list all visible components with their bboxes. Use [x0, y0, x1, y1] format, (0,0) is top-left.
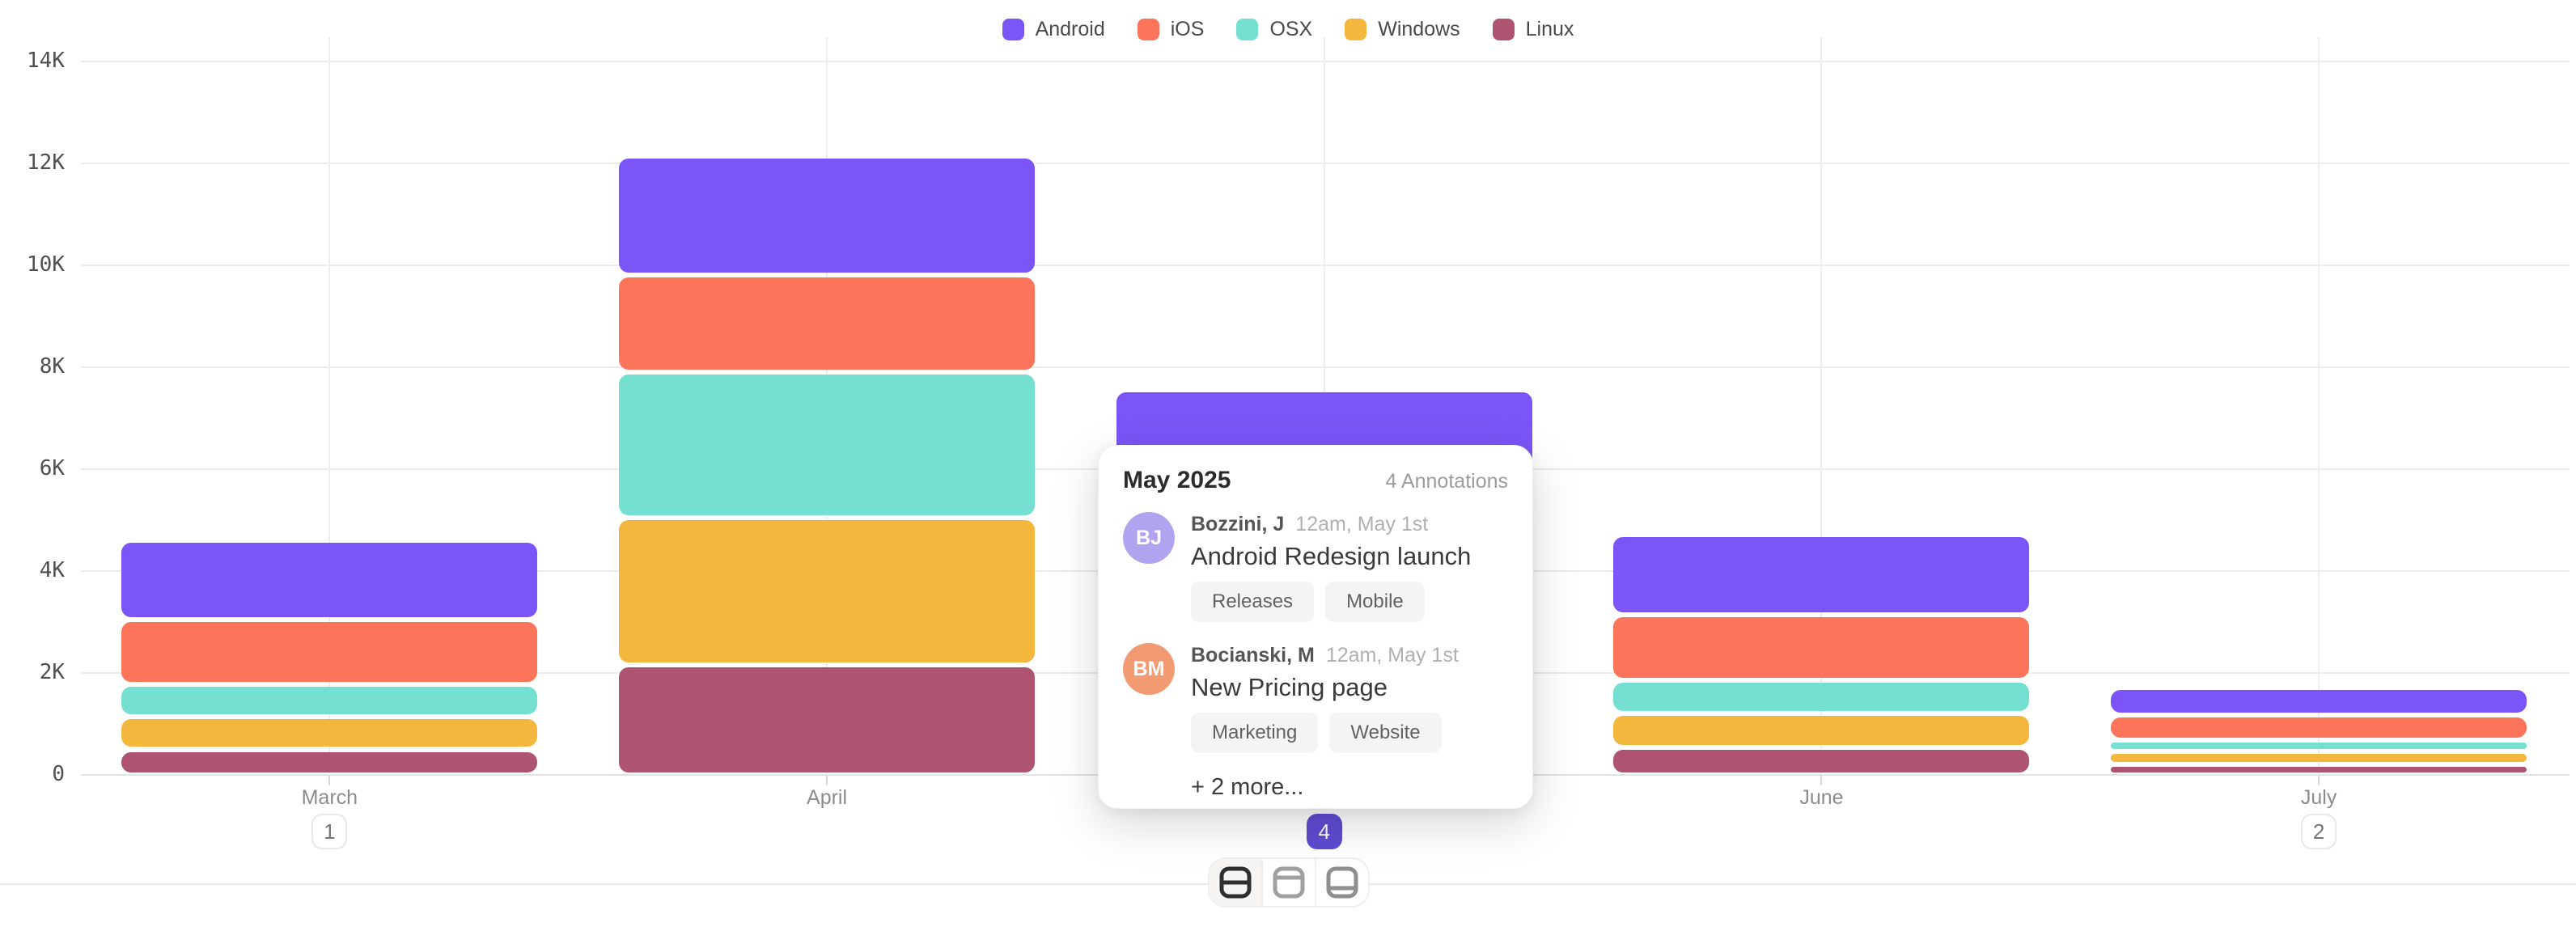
- bar-segment-june-osx[interactable]: [1613, 682, 2030, 712]
- bar-segment-june-windows[interactable]: [1613, 716, 2030, 745]
- legend-item-linux[interactable]: Linux: [1492, 18, 1574, 41]
- gridline-x-june: [1820, 37, 1823, 775]
- y-axis-tick-label: 2K: [39, 660, 65, 684]
- gridline-x-march: [328, 37, 331, 775]
- x-axis-tick: [826, 775, 828, 785]
- annotation-entry: BJ Bozzini, J 12am, May 1st Android Redesig…: [1123, 512, 1508, 622]
- x-axis-tick: [1820, 775, 1823, 785]
- annotation-body: Bocianski, M 12am, May 1st New Pricing pag…: [1191, 643, 1459, 753]
- annotation-body: Bozzini, J 12am, May 1st Android Redesign …: [1191, 512, 1471, 622]
- tag-chip[interactable]: Website: [1329, 713, 1442, 753]
- bar-segment-april-android[interactable]: [619, 159, 1036, 273]
- annotation-tags: Releases Mobile: [1191, 582, 1471, 622]
- y-axis-tick-label: 8K: [39, 354, 65, 379]
- bar-segment-april-windows[interactable]: [619, 519, 1036, 662]
- bar-segment-april-linux[interactable]: [619, 667, 1036, 772]
- tag-chip[interactable]: Mobile: [1325, 582, 1425, 622]
- bar-segment-june-linux[interactable]: [1613, 749, 2030, 772]
- legend-label: Android: [1035, 18, 1105, 40]
- y-axis-tick-label: 4K: [39, 558, 65, 582]
- annotation-count-badge-july[interactable]: 2: [2301, 814, 2337, 849]
- avatar: BM: [1123, 643, 1175, 695]
- legend-swatch-icon: [1002, 19, 1024, 40]
- popover-title: May 2025: [1123, 467, 1231, 493]
- legend-item-android[interactable]: Android: [1002, 18, 1105, 41]
- avatar: BJ: [1123, 512, 1175, 564]
- y-axis-tick-label: 10K: [27, 252, 65, 277]
- bar-segment-march-ios[interactable]: [121, 622, 538, 682]
- bar-segment-july-android[interactable]: [2111, 689, 2527, 713]
- tag-chip[interactable]: Marketing: [1191, 713, 1319, 753]
- annotation-title: Android Redesign launch: [1191, 542, 1472, 570]
- x-axis-label-june: June: [1799, 786, 1844, 809]
- annotation-meta: Bozzini, J 12am, May 1st: [1191, 512, 1471, 536]
- annotations-popover: May 2025 4 Annotations BJ Bozzini, J 12am,…: [1098, 445, 1533, 809]
- bar-segment-march-windows[interactable]: [121, 719, 538, 747]
- legend-label: OSX: [1269, 18, 1313, 40]
- y-axis-tick-label: 14K: [27, 49, 65, 73]
- annotation-count-badge-march[interactable]: 1: [311, 814, 348, 849]
- x-axis-label-april: April: [807, 786, 848, 809]
- legend-swatch-icon: [1137, 19, 1159, 40]
- x-axis-tick: [328, 775, 331, 785]
- x-axis-label-july: July: [2300, 786, 2337, 809]
- layout-panel-top-button[interactable]: [1261, 859, 1315, 906]
- layout-panel-bottom-icon: [1324, 864, 1361, 901]
- y-axis-tick-label: 6K: [39, 456, 65, 480]
- annotation-author: Bozzini, J: [1191, 513, 1285, 535]
- gridline-x-july: [2318, 37, 2320, 775]
- bar-segment-july-windows[interactable]: [2111, 754, 2527, 763]
- bar-segment-july-ios[interactable]: [2111, 717, 2527, 739]
- popover-header: May 2025 4 Annotations: [1123, 467, 1508, 494]
- gridline-y-12K: [81, 163, 2570, 164]
- legend-swatch-icon: [1492, 19, 1515, 40]
- annotation-title: New Pricing page: [1191, 673, 1388, 701]
- bar-segment-march-osx[interactable]: [121, 686, 538, 715]
- gridline-y-10K: [81, 265, 2570, 266]
- popover-annotation-count: 4 Annotations: [1385, 470, 1508, 493]
- annotation-timestamp: 12am, May 1st: [1325, 644, 1459, 667]
- gridline-y-14K: [81, 61, 2570, 62]
- annotation-meta: Bocianski, M 12am, May 1st: [1191, 643, 1459, 667]
- bar-segment-march-linux[interactable]: [121, 751, 538, 772]
- bar-segment-july-linux[interactable]: [2111, 767, 2527, 772]
- legend-label: Windows: [1378, 18, 1460, 40]
- x-axis-tick: [2318, 775, 2320, 785]
- bar-segment-march-android[interactable]: [121, 543, 538, 618]
- y-axis-tick-label: 0: [52, 762, 65, 786]
- tag-chip[interactable]: Releases: [1191, 582, 1315, 622]
- legend-item-windows[interactable]: Windows: [1345, 18, 1460, 41]
- layout-panel-bottom-button[interactable]: [1315, 859, 1368, 906]
- y-axis-tick-label: 12K: [27, 150, 65, 175]
- bar-segment-july-osx[interactable]: [2111, 743, 2527, 750]
- chart-legend: Android iOS OSX Windows Linux: [0, 18, 2576, 41]
- legend-swatch-icon: [1236, 19, 1259, 40]
- annotation-timestamp: 12am, May 1st: [1295, 513, 1429, 535]
- show-more-annotations-link[interactable]: + 2 more...: [1191, 774, 1304, 800]
- annotation-count-badge-may[interactable]: 4: [1306, 814, 1342, 849]
- legend-swatch-icon: [1345, 19, 1367, 40]
- gridline-y-8K: [81, 366, 2570, 368]
- annotation-tags: Marketing Website: [1191, 713, 1459, 753]
- legend-label: Linux: [1525, 18, 1574, 40]
- bar-segment-june-android[interactable]: [1613, 537, 2030, 612]
- legend-label: iOS: [1170, 18, 1205, 40]
- bar-segment-april-ios[interactable]: [619, 277, 1036, 370]
- annotation-entry: BM Bocianski, M 12am, May 1st New Pricing p…: [1123, 643, 1508, 753]
- layout-toggle-group: [1208, 857, 1370, 908]
- layout-split-rows-button[interactable]: [1210, 859, 1261, 906]
- layout-split-rows-icon: [1217, 864, 1254, 901]
- bar-segment-june-ios[interactable]: [1613, 616, 2030, 678]
- x-axis-label-march: March: [301, 786, 358, 809]
- legend-item-ios[interactable]: iOS: [1137, 18, 1205, 41]
- annotation-author: Bocianski, M: [1191, 644, 1315, 667]
- legend-item-osx[interactable]: OSX: [1236, 18, 1312, 41]
- bar-segment-april-osx[interactable]: [619, 375, 1036, 515]
- layout-panel-top-icon: [1270, 864, 1307, 901]
- annotation-list: BJ Bozzini, J 12am, May 1st Android Redesig…: [1123, 512, 1508, 753]
